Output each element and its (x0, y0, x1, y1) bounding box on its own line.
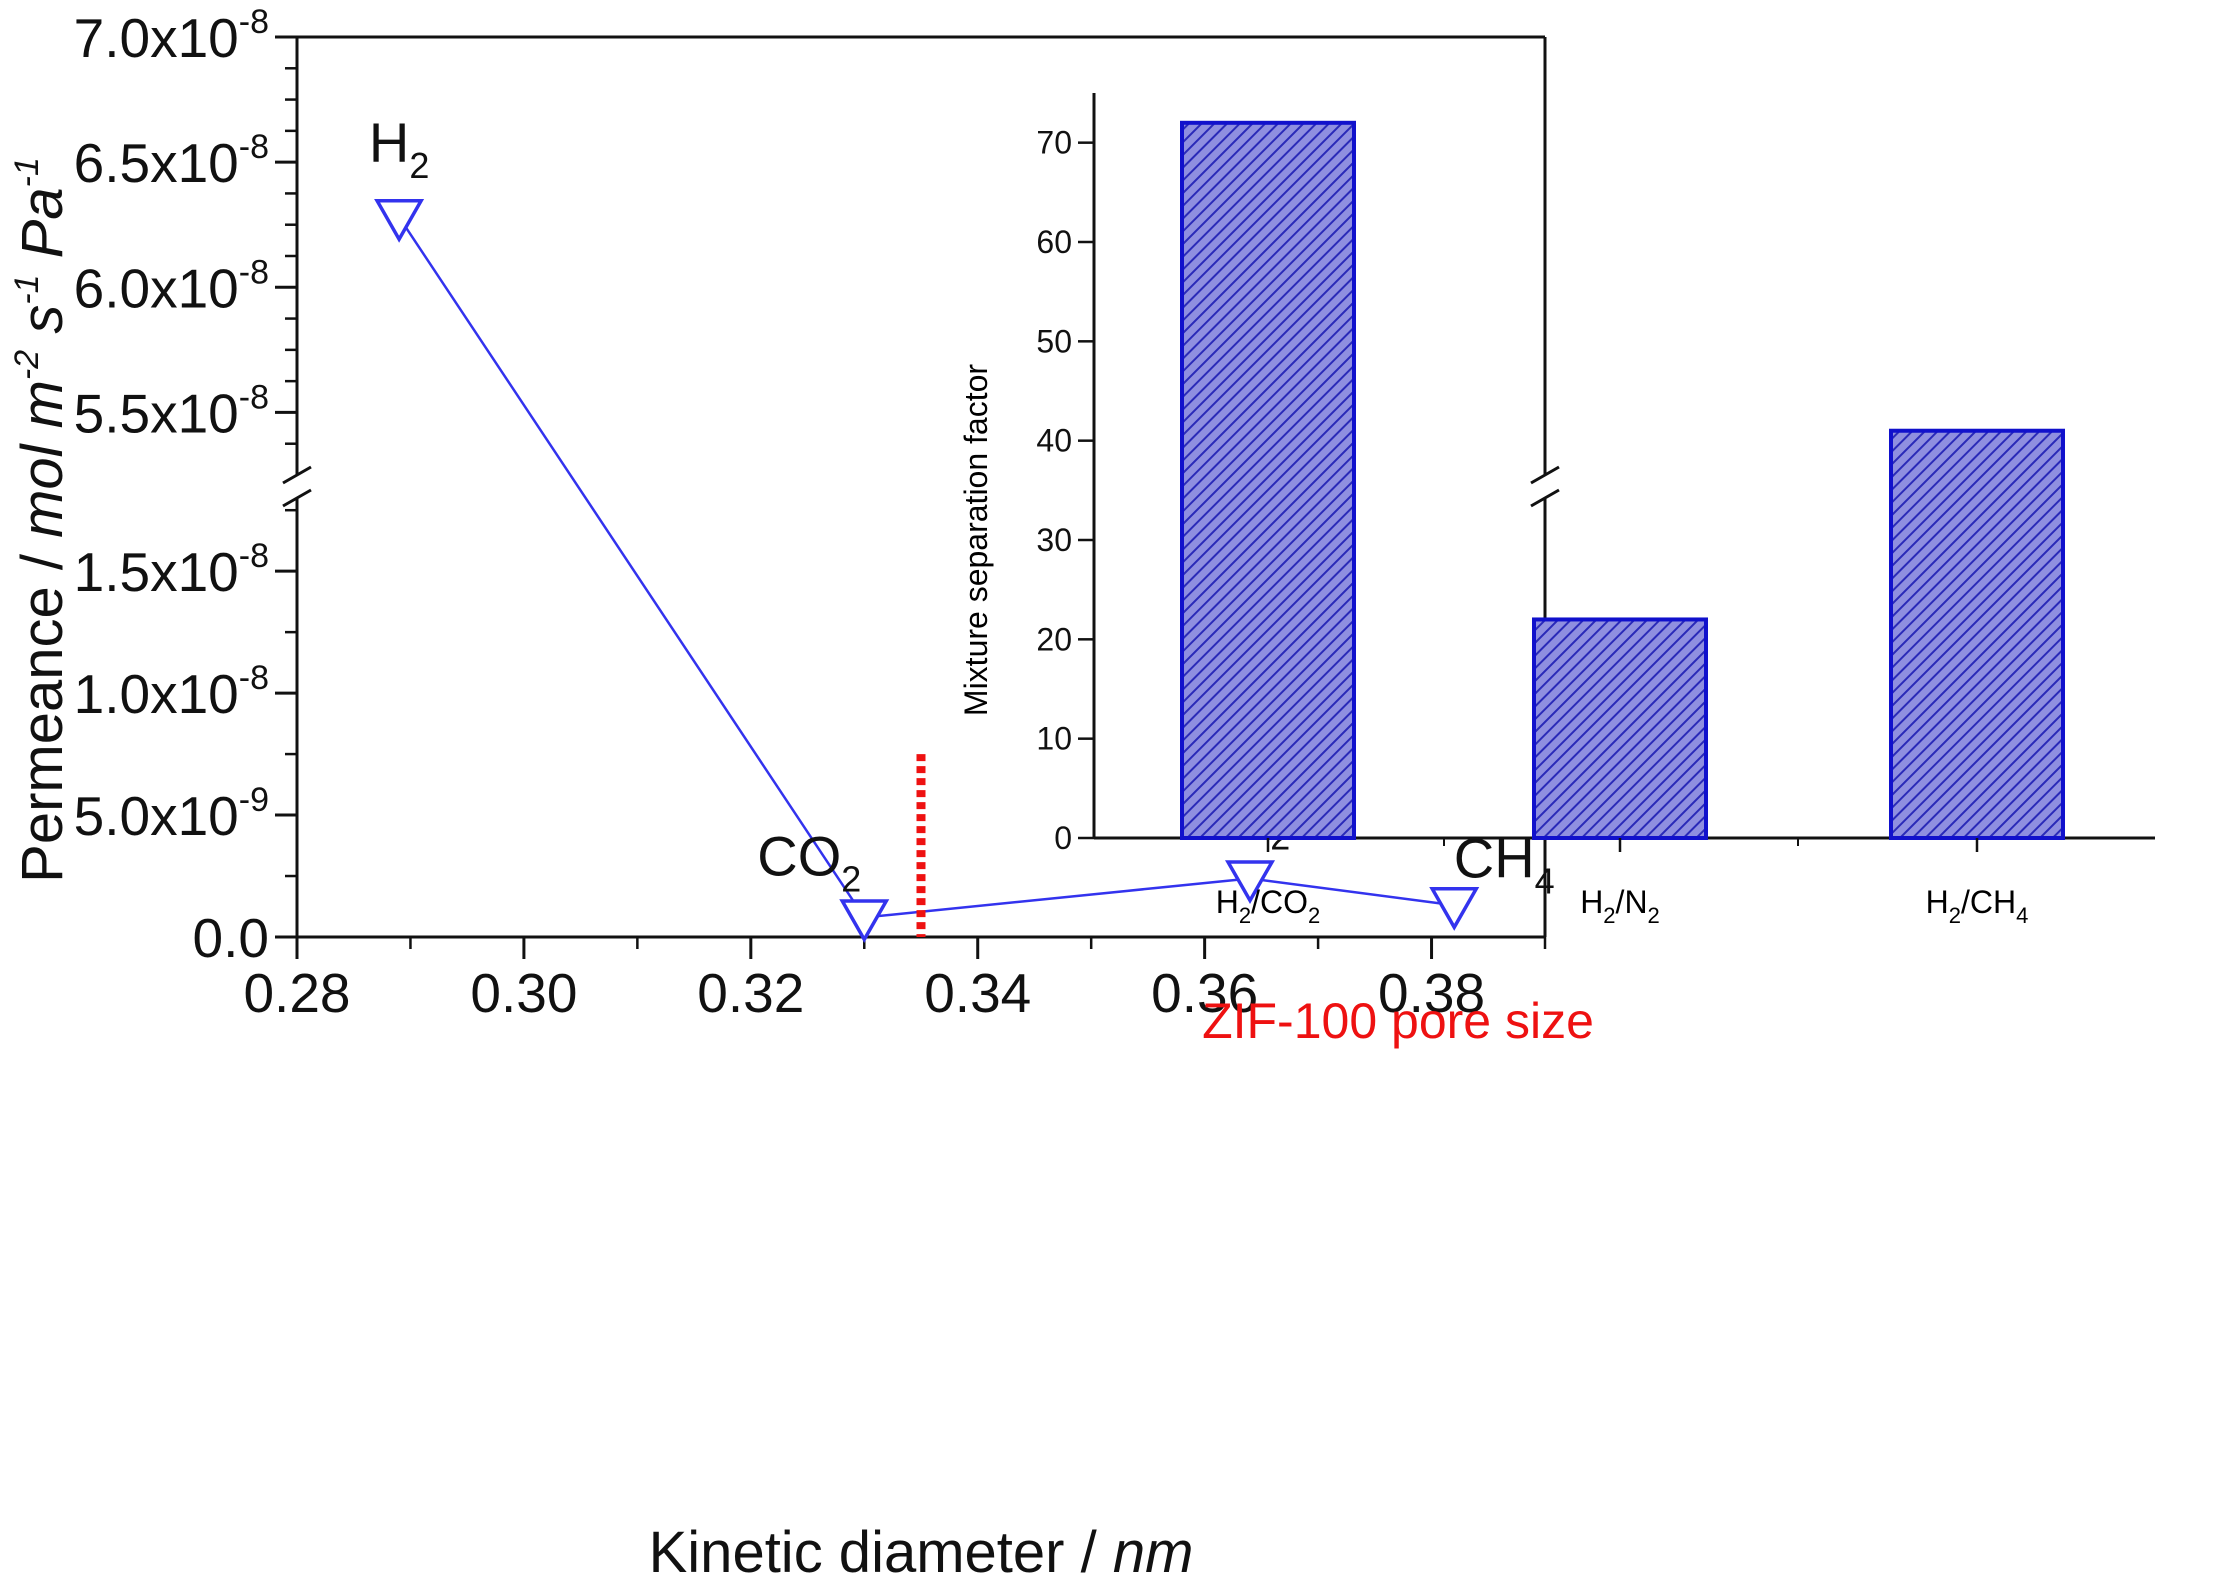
x-tick-label: 0.38 (1378, 962, 1485, 1024)
y-tick-label: 1.0x10-8 (74, 659, 269, 725)
inset-category-label: H2/CH4 (1926, 884, 2029, 928)
x-tick-label: 0.32 (697, 962, 804, 1024)
x-axis-title: Kinetic diameter / nm (649, 1520, 1194, 1580)
inset-category-label: H2/CO2 (1216, 884, 1321, 928)
inset-y-axis-title: Mixture separation factor (958, 364, 994, 717)
inset-y-tick-label: 20 (1036, 621, 1072, 657)
x-tick-label: 0.36 (1151, 962, 1258, 1024)
data-marker-co2 (839, 899, 890, 944)
pore-size-label: ZIF-100 pore size (1202, 993, 1594, 1049)
data-marker-ch4 (1429, 887, 1480, 931)
y-tick-label: 5.0x10-9 (74, 781, 269, 847)
y-tick-label: 1.5x10-8 (74, 537, 269, 603)
y-tick-label: 5.5x10-8 (74, 378, 269, 444)
y-tick-label: 0.0 (193, 907, 269, 969)
permeance-series-line (398, 216, 1455, 919)
inset-bar (1532, 617, 1708, 841)
line-break-gap (760, 472, 870, 501)
y-tick-label: 7.0x10-8 (74, 3, 269, 69)
inset-y-tick-label: 30 (1036, 522, 1072, 558)
inset-y-tick-label: 60 (1036, 224, 1072, 260)
data-marker-h2 (374, 198, 425, 243)
inset-bar (1180, 120, 1356, 841)
y-axis-title: Permeance / mol m-2 s-1 Pa-1 (8, 157, 75, 883)
y-tick-label: 6.0x10-8 (74, 253, 269, 319)
x-tick-label: 0.30 (470, 962, 577, 1024)
inset-y-tick-label: 10 (1036, 721, 1072, 757)
gas-label: H2 (369, 111, 429, 186)
axis-break-right (1530, 465, 1560, 508)
x-tick-label: 0.34 (924, 962, 1031, 1024)
axis-break-left (282, 465, 312, 508)
inset-bar (1889, 428, 2065, 840)
inset-y-tick-label: 0 (1054, 820, 1072, 856)
inset-category-label: H2/N2 (1580, 884, 1660, 928)
inset-y-tick-label: 40 (1036, 423, 1072, 459)
inset-y-tick-label: 50 (1036, 323, 1072, 359)
y-tick-label: 6.5x10-8 (74, 128, 269, 194)
data-marker-n2 (1225, 860, 1276, 904)
x-tick-label: 0.28 (243, 962, 350, 1024)
inset-y-tick-label: 70 (1036, 125, 1072, 161)
gas-label: CO2 (757, 824, 861, 899)
